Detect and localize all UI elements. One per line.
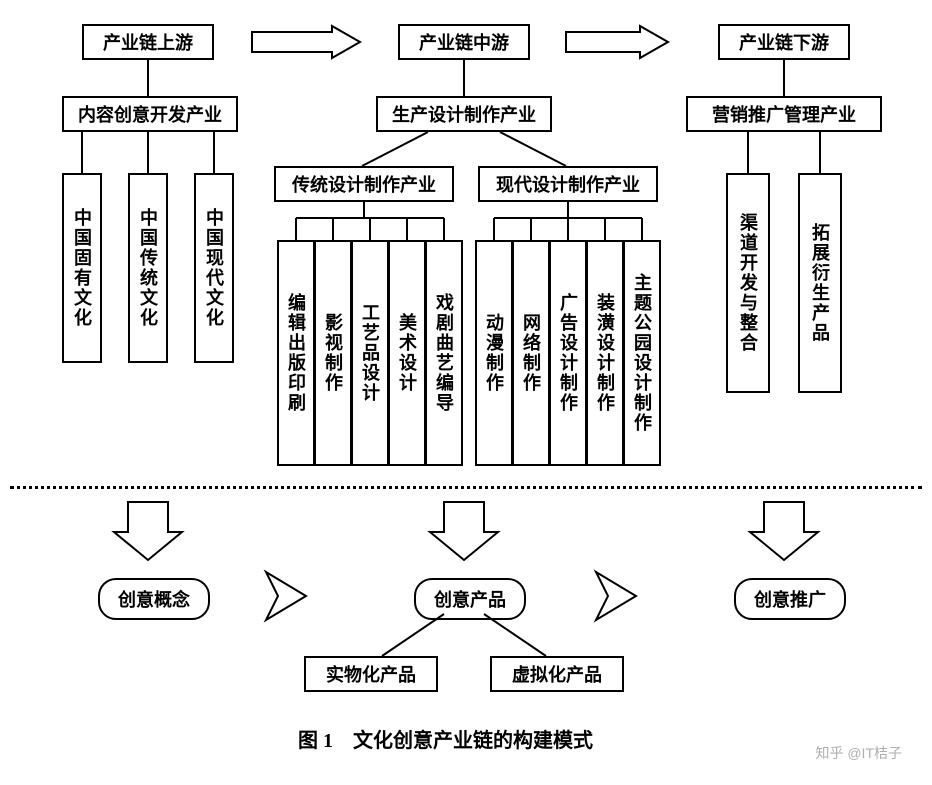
mid-trad-leaf-4-label: 戏剧曲艺编导 <box>431 293 457 413</box>
mid-trad-leaf-1-label: 影视制作 <box>320 313 346 393</box>
watermark-label: 知乎 @IT桔子 <box>815 745 902 761</box>
stage-downstream: 产业链下游 <box>718 24 850 60</box>
figure-caption: 图 1 文化创意产业链的构建模式 <box>298 724 593 753</box>
down-leaf-1: 拓展衍生产品 <box>798 173 842 393</box>
pill-promotion: 创意推广 <box>734 578 846 620</box>
down-leaf-0-label: 渠道开发与整合 <box>735 213 761 353</box>
box-physical: 实物化产品 <box>304 656 438 692</box>
down-leaf-1-label: 拓展衍生产品 <box>807 223 833 343</box>
mid-mod-leaf-0-label: 动漫制作 <box>481 313 507 393</box>
tier2-downstream-label: 营销推广管理产业 <box>712 101 856 127</box>
mid-trad-leaf-2-label: 工艺品设计 <box>357 303 383 403</box>
upstream-leaf-2: 中国现代文化 <box>194 173 234 363</box>
mid-trad-leaf-0: 编辑出版印刷 <box>277 240 315 466</box>
mid-mod-leaf-3: 装潢设计制作 <box>586 240 624 466</box>
tier2-midstream-label: 生产设计制作产业 <box>392 101 536 127</box>
tier2-upstream-label: 内容创意开发产业 <box>78 101 222 127</box>
box-virtual-label: 虚拟化产品 <box>512 661 602 687</box>
down-leaf-0: 渠道开发与整合 <box>726 173 770 393</box>
mid-mod-leaf-2: 广告设计制作 <box>549 240 587 466</box>
mid-trad-leaf-0-label: 编辑出版印刷 <box>283 293 309 413</box>
mid-mod-leaf-4: 主题公园设计制作 <box>623 240 661 466</box>
box-virtual: 虚拟化产品 <box>490 656 624 692</box>
mid-sub-traditional-label: 传统设计制作产业 <box>292 171 436 197</box>
upstream-leaf-0-label: 中国固有文化 <box>69 208 95 328</box>
stage-midstream-label: 产业链中游 <box>419 29 509 55</box>
mid-mod-leaf-3-label: 装潢设计制作 <box>592 293 618 413</box>
stage-upstream: 产业链上游 <box>82 24 214 60</box>
pill-concept-label: 创意概念 <box>118 586 190 612</box>
mid-sub-traditional: 传统设计制作产业 <box>274 166 454 202</box>
tier2-upstream: 内容创意开发产业 <box>62 96 238 132</box>
mid-trad-leaf-2: 工艺品设计 <box>351 240 389 466</box>
box-physical-label: 实物化产品 <box>326 661 416 687</box>
mid-mod-leaf-2-label: 广告设计制作 <box>555 293 581 413</box>
upstream-leaf-2-label: 中国现代文化 <box>201 208 227 328</box>
mid-trad-leaf-1: 影视制作 <box>314 240 352 466</box>
stage-midstream: 产业链中游 <box>398 24 530 60</box>
mid-trad-leaf-4: 戏剧曲艺编导 <box>425 240 463 466</box>
tier2-downstream: 营销推广管理产业 <box>686 96 882 132</box>
mid-sub-modern-label: 现代设计制作产业 <box>496 171 640 197</box>
pill-concept: 创意概念 <box>98 578 210 620</box>
mid-mod-leaf-1: 网络制作 <box>512 240 550 466</box>
figure-caption-label: 图 1 文化创意产业链的构建模式 <box>298 730 593 752</box>
mid-sub-modern: 现代设计制作产业 <box>478 166 658 202</box>
upstream-leaf-1-label: 中国传统文化 <box>135 208 161 328</box>
mid-mod-leaf-1-label: 网络制作 <box>518 313 544 393</box>
tier2-midstream: 生产设计制作产业 <box>376 96 552 132</box>
watermark: 知乎 @IT桔子 <box>815 743 902 763</box>
upstream-leaf-1: 中国传统文化 <box>128 173 168 363</box>
mid-mod-leaf-4-label: 主题公园设计制作 <box>629 273 655 433</box>
upstream-leaf-0: 中国固有文化 <box>62 173 102 363</box>
stage-upstream-label: 产业链上游 <box>103 29 193 55</box>
mid-trad-leaf-3: 美术设计 <box>388 240 426 466</box>
pill-promotion-label: 创意推广 <box>754 586 826 612</box>
pill-product-label: 创意产品 <box>434 586 506 612</box>
pill-product: 创意产品 <box>414 578 526 620</box>
mid-mod-leaf-0: 动漫制作 <box>475 240 513 466</box>
dotted-separator <box>10 486 922 489</box>
mid-trad-leaf-3-label: 美术设计 <box>394 313 420 393</box>
stage-downstream-label: 产业链下游 <box>739 29 829 55</box>
